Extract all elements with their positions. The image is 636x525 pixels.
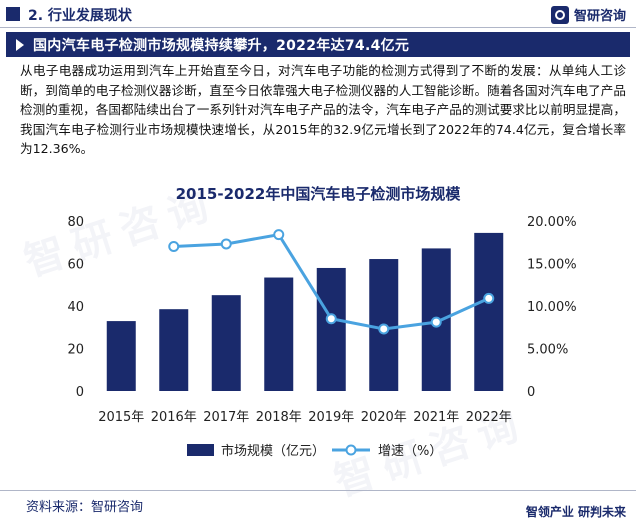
footer: 资料来源：智研咨询 智领产业 研判未来 [0,486,636,525]
right-axis-tick: 5.00% [527,343,568,358]
growth-point [220,238,232,250]
x-axis-label: 2022年 [466,410,512,425]
left-axis-tick: 60 [67,258,84,273]
logo-text: 智研咨询 [573,9,626,24]
growth-point [273,229,285,241]
x-axis-label: 2021年 [413,410,459,425]
growth-point [483,292,495,304]
footer-slogan: 智领产业 研判未来 [525,505,626,519]
banner-title: 国内汽车电子检测市场规模持续攀升，2022年达74.4亿元 [33,37,410,54]
right-axis-tick: 10.00% [527,300,577,315]
legend-line-label: 增速（%） [378,444,442,459]
left-axis-tick: 40 [67,300,84,315]
bar [264,277,294,391]
brand-logo: 智研咨询 [550,5,626,24]
header-divider [0,27,636,28]
x-axis-label: 2015年 [98,410,144,425]
bar [316,267,346,391]
right-axis-tick: 0 [527,385,535,400]
top-bar: 2. 行业发展现状 智研咨询 [0,0,636,30]
source-note: 资料来源：智研咨询 [26,500,144,515]
combo-chart: 2015-2022年中国汽车电子检测市场规模 0 20 40 60 80 0 5.00% 1… [67,185,577,459]
growth-point [168,241,180,252]
left-axis-tick: 20 [67,343,84,358]
footer-divider [0,490,636,491]
legend-bar-swatch [187,444,214,456]
x-axis-label: 2020年 [361,410,407,425]
growth-point [325,313,337,325]
left-axis-tick: 80 [67,215,84,230]
growth-point [378,323,390,335]
bar [474,232,504,391]
section-marker [6,7,20,21]
x-axis-label: 2016年 [151,410,197,425]
legend: 市场规模（亿元） 增速（%） [187,443,442,459]
chart-title: 2015-2022年中国汽车电子检测市场规模 [176,185,462,203]
legend-bar-label: 市场规模（亿元） [221,443,325,459]
bar [106,321,136,391]
section-label: 2. 行业发展现状 [28,8,132,24]
logo-icon [550,5,569,24]
title-banner: 国内汽车电子检测市场规模持续攀升，2022年达74.4亿元 [6,32,630,57]
left-axis-tick: 0 [76,385,84,400]
legend-line-marker [345,444,357,456]
right-axis-tick: 15.00% [527,258,577,273]
x-axis-label: 2019年 [308,410,354,425]
growth-point [430,316,442,328]
x-axis-label: 2018年 [256,410,302,425]
right-axis-tick: 20.00% [527,215,577,230]
x-axis-label: 2017年 [203,410,249,425]
bar [211,295,241,391]
bar [159,309,189,391]
arrow-icon [16,38,24,51]
body-paragraph: 从电子电器成功运用到汽车上开始直至今日，对汽车电子功能的检测方式得到了不断的发展… [20,63,626,156]
